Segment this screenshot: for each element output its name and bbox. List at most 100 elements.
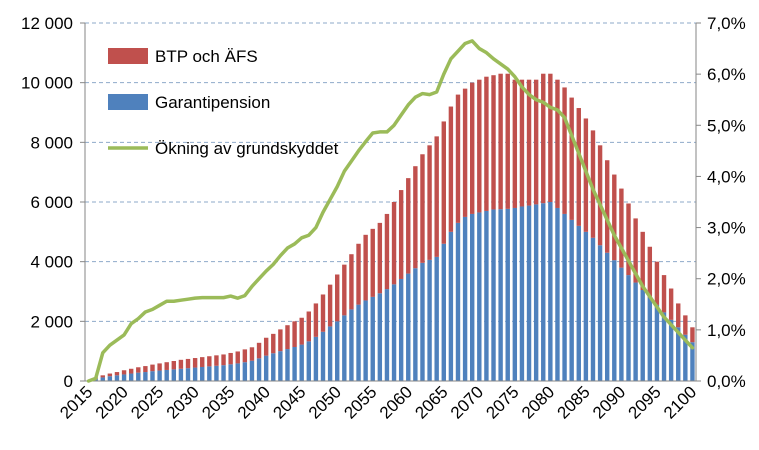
bar-btp-och-afs [384, 213, 390, 290]
x-tick-label: 2100 [660, 382, 700, 422]
bar-btp-och-afs [335, 274, 340, 322]
bar-garantipension [498, 209, 503, 381]
x-tick-label: 2090 [589, 382, 629, 422]
bar-btp-och-afs [214, 355, 219, 366]
y-right-tick-label: 0,0% [707, 372, 746, 391]
bar-garantipension [171, 369, 177, 381]
bar-garantipension [455, 222, 461, 381]
bar-btp-och-afs [612, 174, 617, 261]
bar-btp-och-afs [505, 73, 510, 209]
bar-garantipension [242, 362, 248, 381]
bar-garantipension [633, 282, 638, 381]
bar-btp-och-afs [626, 203, 631, 276]
bar-btp-och-afs [555, 79, 560, 208]
bar-garantipension [683, 334, 688, 381]
bar-garantipension [263, 355, 269, 381]
x-tick-label: 2050 [305, 382, 345, 422]
bar-btp-och-afs [413, 166, 418, 269]
bar-garantipension [136, 372, 141, 381]
bar-garantipension [228, 364, 233, 381]
bar-btp-och-afs [683, 315, 688, 335]
bar-garantipension [420, 262, 425, 381]
bar-btp-och-afs [157, 363, 162, 371]
bar-garantipension [107, 376, 113, 381]
bar-btp-och-afs [235, 351, 240, 364]
x-tick-label: 2025 [127, 382, 167, 422]
legend: BTP och ÄFS Garantipension Ökning av grund… [108, 47, 339, 158]
bar-btp-och-afs [242, 349, 248, 363]
x-tick-label: 2060 [376, 382, 416, 422]
bar-btp-och-afs [597, 145, 603, 246]
bar-btp-och-afs [512, 79, 518, 208]
bar-btp-och-afs [185, 358, 191, 369]
bar-btp-och-afs [200, 357, 205, 367]
y-left-tick-label: 6 000 [30, 193, 73, 212]
bar-btp-och-afs [569, 97, 574, 220]
bar-garantipension [676, 327, 681, 381]
x-tick-label: 2015 [56, 382, 96, 422]
bar-garantipension [299, 344, 304, 381]
bar-btp-och-afs [249, 347, 255, 361]
bar-garantipension [626, 275, 631, 381]
y-left-tick-label: 2 000 [30, 312, 73, 331]
bar-btp-och-afs [406, 178, 411, 274]
bar-garantipension [647, 297, 653, 381]
bar-btp-och-afs [484, 76, 489, 211]
bar-garantipension [541, 203, 546, 381]
bar-garantipension [377, 293, 383, 381]
bar-garantipension [320, 331, 326, 381]
legend-label: Ökning av grundskyddet [155, 139, 339, 158]
bar-garantipension [207, 366, 212, 381]
bar-btp-och-afs [619, 188, 624, 268]
axes [80, 22, 701, 382]
bar-btp-och-afs [633, 218, 638, 283]
bar-btp-och-afs [178, 359, 184, 369]
bar-garantipension [285, 349, 290, 381]
bar-garantipension [434, 256, 439, 381]
bar-garantipension [235, 363, 240, 381]
bar-garantipension [313, 336, 319, 381]
bar-garantipension [157, 370, 162, 381]
bar-garantipension [640, 290, 645, 381]
bar-btp-och-afs [420, 154, 425, 263]
bar-garantipension [121, 374, 127, 381]
bar-btp-och-afs [100, 375, 105, 378]
bar-garantipension [342, 315, 347, 381]
gridlines [85, 22, 696, 322]
x-tick-label: 2055 [340, 382, 380, 422]
bar-series [93, 73, 695, 381]
bar-btp-och-afs [121, 370, 127, 375]
bar-btp-och-afs [363, 234, 368, 301]
bar-garantipension [278, 351, 283, 381]
bar-garantipension [448, 231, 454, 381]
bar-btp-och-afs [221, 354, 226, 366]
x-tick-label: 2075 [482, 382, 522, 422]
bar-garantipension [505, 208, 510, 381]
bar-garantipension [491, 209, 496, 381]
legend-label: Garantipension [155, 93, 270, 112]
x-tick-label: 2035 [198, 382, 238, 422]
bar-btp-och-afs [150, 364, 155, 372]
bar-btp-och-afs [498, 73, 503, 210]
bar-btp-och-afs [562, 87, 567, 214]
bar-garantipension [619, 267, 624, 381]
y-right-tick-label: 4,0% [707, 167, 746, 186]
bar-btp-och-afs [604, 160, 610, 253]
bar-garantipension [477, 212, 482, 381]
x-tick-label: 2020 [92, 382, 132, 422]
bar-garantipension [128, 373, 134, 381]
bar-garantipension [576, 225, 581, 381]
bar-btp-och-afs [455, 94, 461, 223]
bar-garantipension [178, 368, 184, 381]
bar-btp-och-afs [462, 88, 468, 217]
bar-btp-och-afs [661, 275, 667, 313]
y-left-tick-label: 12 000 [21, 14, 73, 33]
bar-garantipension [533, 204, 539, 381]
y-right-tick-label: 1,0% [707, 321, 746, 340]
bar-garantipension [185, 368, 191, 381]
bar-btp-och-afs [306, 311, 311, 342]
bar-garantipension [150, 371, 155, 381]
x-tick-label: 2080 [518, 382, 558, 422]
bar-btp-och-afs [143, 366, 148, 373]
legend-swatch [108, 94, 148, 110]
